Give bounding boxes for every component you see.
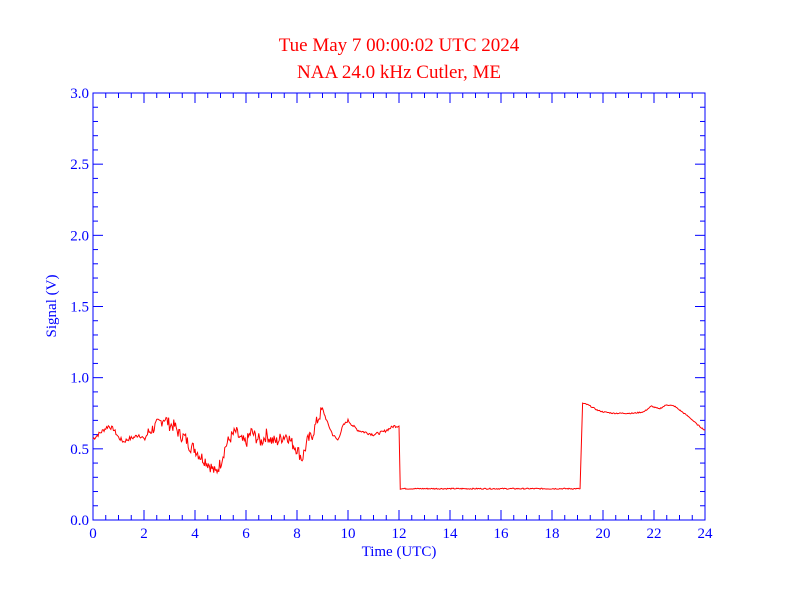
x-tick-labels: 0 2 4 6 8 10 12 14 16 18 20 22 24 (89, 526, 713, 542)
y-tick-label: 2.0 (70, 228, 89, 244)
x-tick-label: 12 (392, 526, 407, 542)
y-tick-labels: 0.0 0.5 1.0 1.5 2.0 2.5 3.0 (70, 86, 89, 529)
x-tick-label: 24 (698, 526, 714, 542)
y-tick-label: 1.0 (70, 371, 89, 387)
y-tick-label: 0.0 (70, 513, 89, 529)
x-tick-label: 20 (596, 526, 611, 542)
y-tick-label: 0.5 (70, 442, 89, 458)
chart-subtitle: NAA 24.0 kHz Cutler, ME (297, 62, 501, 83)
x-tick-label: 22 (647, 526, 662, 542)
x-tick-label: 18 (545, 526, 560, 542)
x-axis-label: Time (UTC) (362, 544, 437, 560)
x-tick-label: 2 (140, 526, 148, 542)
y-tick-label: 3.0 (70, 86, 89, 102)
x-tick-label: 0 (89, 526, 97, 542)
x-tick-label: 16 (494, 526, 510, 542)
plot-frame (92, 92, 706, 521)
y-tick-label: 2.5 (70, 157, 89, 173)
y-axis-label: Signal (V) (44, 275, 60, 338)
x-tick-label: 4 (191, 526, 199, 542)
axis-ticks (92, 92, 706, 521)
x-tick-label: 8 (293, 526, 301, 542)
x-tick-label: 10 (341, 526, 356, 542)
y-tick-label: 1.5 (70, 300, 89, 316)
x-tick-label: 6 (242, 526, 250, 542)
x-tick-label: 14 (443, 526, 459, 542)
signal-series-line (92, 402, 706, 490)
chart-title: Tue May 7 00:00:02 UTC 2024 (279, 35, 520, 56)
